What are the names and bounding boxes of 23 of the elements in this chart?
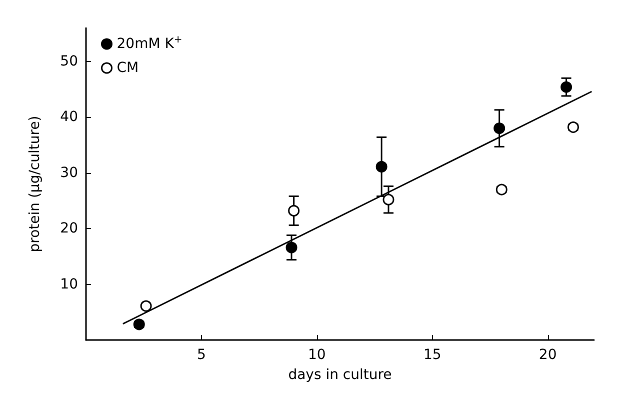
point <box>133 318 145 330</box>
y-tick-label: 20 <box>60 220 78 237</box>
y-axis-title: protein (μg/culture) <box>27 116 43 252</box>
point <box>140 300 152 312</box>
x-tick-label: 5 <box>196 347 206 363</box>
x-axis-title: days in culture <box>288 367 392 383</box>
legend-label: 20mM K+ <box>116 34 182 52</box>
point <box>376 160 388 172</box>
x-tick-label: 10 <box>308 347 326 363</box>
point <box>494 122 506 134</box>
y-tick-label: 10 <box>60 276 78 292</box>
point <box>560 81 572 93</box>
point <box>567 121 579 133</box>
point <box>496 184 508 196</box>
x-tick-label: 20 <box>538 347 557 363</box>
y-tick-label: 50 <box>60 53 78 70</box>
point <box>286 242 298 254</box>
legend-label: CM <box>116 60 139 76</box>
point <box>288 204 300 216</box>
y-tick-label: 40 <box>60 109 78 126</box>
point <box>382 194 394 206</box>
y-tick-label: 30 <box>60 164 78 181</box>
x-tick-label: 15 <box>423 347 442 363</box>
